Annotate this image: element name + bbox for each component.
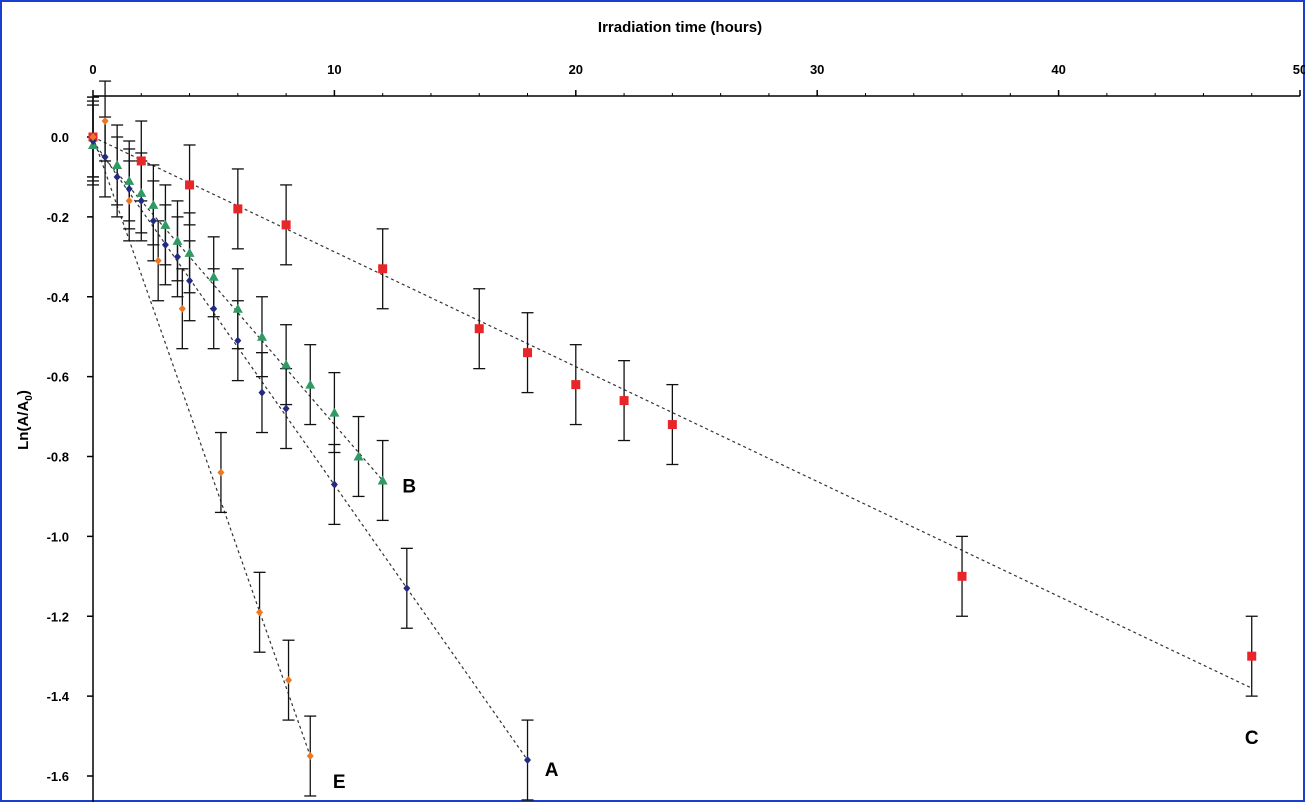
fit-line-c: [92, 136, 1252, 689]
data-point-c: [136, 156, 146, 166]
data-point-e: [306, 752, 314, 761]
data-point-c: [1247, 651, 1257, 661]
x-tick-label: 50: [1293, 62, 1305, 77]
x-tick-label: 10: [327, 62, 341, 77]
data-point-a: [524, 756, 532, 765]
series-label-c: C: [1245, 728, 1259, 749]
data-point-a: [258, 388, 266, 397]
data-point-a: [186, 276, 194, 285]
data-point-a: [234, 336, 242, 345]
x-tick-label: 40: [1051, 62, 1065, 77]
data-point-b: [377, 475, 388, 485]
data-point-a: [137, 196, 145, 205]
data-point-a: [101, 152, 109, 161]
data-point-b: [208, 271, 219, 281]
y-tick-label: -1.4: [47, 689, 70, 704]
data-point-c: [571, 380, 581, 390]
data-point-c: [523, 348, 533, 358]
data-point-a: [125, 184, 133, 193]
y-tick-label: -0.2: [47, 210, 69, 225]
y-axis-title: Ln(A/A0): [15, 390, 35, 450]
data-point-a: [210, 304, 218, 313]
y-tick-label: -1.2: [47, 609, 69, 624]
data-point-b: [184, 247, 195, 257]
data-point-c: [667, 420, 677, 430]
y-axis-title-main: Ln(A/A: [15, 401, 32, 450]
data-point-b: [232, 303, 243, 313]
data-point-b: [172, 235, 183, 245]
data-points: [88, 117, 1257, 765]
y-ticks: 0.0 -0.2 -0.4 -0.6 -0.8 -1.0 -1.2 -1.4 -1.6: [47, 130, 93, 784]
y-tick-label: -0.4: [47, 290, 70, 305]
data-point-a: [330, 480, 338, 489]
series-label-a: A: [545, 760, 559, 781]
y-tick-label: -0.8: [47, 450, 69, 465]
data-point-e: [125, 196, 133, 205]
data-point-c: [233, 204, 243, 214]
error-bars: [87, 80, 1258, 801]
data-point-a: [282, 404, 290, 413]
y-axis-title-subscript: 0: [24, 395, 35, 401]
data-point-c: [474, 324, 484, 334]
data-point-c: [957, 571, 967, 581]
x-tick-label: 30: [810, 62, 824, 77]
data-point-a: [173, 252, 181, 261]
data-point-e: [178, 304, 186, 313]
data-point-b: [305, 379, 316, 389]
y-tick-label: -1.0: [47, 529, 69, 544]
data-point-b: [160, 219, 171, 229]
fit-line-e: [92, 136, 311, 757]
data-point-c: [281, 220, 291, 230]
data-point-a: [113, 172, 121, 181]
y-tick-label: -0.6: [47, 370, 69, 385]
data-point-b: [136, 187, 147, 197]
data-point-b: [124, 175, 135, 185]
data-point-e: [285, 676, 293, 685]
x-ticks: 0 10 20 30 40 50: [89, 62, 1305, 96]
data-point-a: [149, 216, 157, 225]
data-point-a: [403, 584, 411, 593]
data-point-c: [378, 264, 388, 274]
data-point-e: [101, 117, 109, 126]
data-point-e: [154, 256, 162, 265]
data-point-b: [353, 451, 364, 461]
data-point-c: [185, 180, 195, 190]
data-point-b: [112, 159, 123, 169]
data-point-e: [89, 133, 97, 141]
data-point-b: [148, 199, 159, 209]
series-label-e: E: [333, 772, 346, 793]
y-axis-title-close: ): [15, 390, 32, 395]
x-tick-label: 20: [569, 62, 583, 77]
data-point-c: [619, 396, 629, 406]
series-label-b: B: [402, 476, 416, 497]
data-point-b: [281, 359, 292, 369]
y-tick-label: -1.6: [47, 769, 69, 784]
x-tick-label: 0: [89, 62, 96, 77]
data-point-e: [217, 468, 225, 477]
y-tick-label: 0.0: [51, 130, 69, 145]
data-point-b: [329, 407, 340, 417]
x-axis-title: Irradiation time (hours): [598, 19, 762, 36]
data-point-a: [161, 240, 169, 249]
axes: 0 10 20 30 40 50 0.0 -0.2 -0.4 -0.6 -0.8 -1.0 -1.2 -…: [47, 62, 1305, 802]
data-point-b: [256, 331, 267, 341]
series-labels: B A E C: [333, 476, 1259, 793]
data-point-e: [256, 608, 264, 617]
